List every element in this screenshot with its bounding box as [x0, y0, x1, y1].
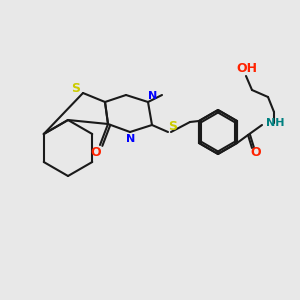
Text: OH: OH: [236, 62, 257, 76]
Text: NH: NH: [266, 118, 284, 128]
Text: S: S: [169, 121, 178, 134]
Text: S: S: [71, 82, 80, 95]
Text: O: O: [251, 146, 261, 158]
Text: N: N: [126, 134, 136, 144]
Text: O: O: [91, 146, 101, 158]
Text: N: N: [148, 91, 158, 101]
